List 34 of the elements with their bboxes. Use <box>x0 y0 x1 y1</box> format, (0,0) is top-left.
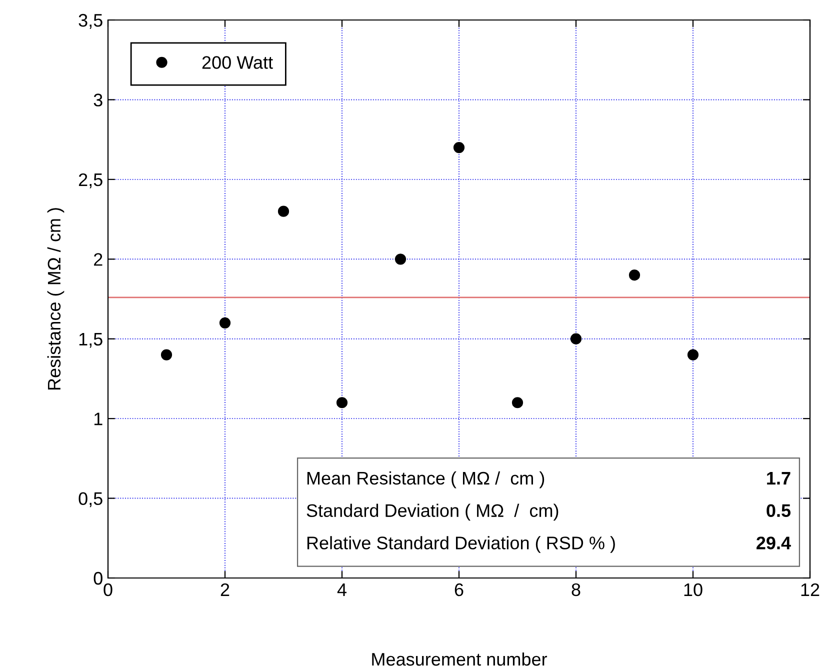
point <box>394 254 406 265</box>
x-tick-label: 8 <box>572 583 580 596</box>
point <box>687 349 699 360</box>
x-tick-label: 6 <box>454 583 464 596</box>
y-axis-title: Resistance ( MΩ / cm ) <box>47 208 64 390</box>
y-tick-label: 2,5 <box>78 173 102 188</box>
point <box>453 142 465 154</box>
annotation: Standard Deviation ( MΩ / cm) <box>306 504 558 521</box>
y-tick-label: 3 <box>94 94 102 106</box>
point <box>278 206 290 217</box>
point <box>628 270 640 281</box>
x-tick-label: 12 <box>801 583 820 596</box>
annotation: 1.7 <box>767 472 790 484</box>
y-tick-label: 0 <box>94 572 102 585</box>
point <box>219 317 231 328</box>
annotation: Relative Standard Deviation ( RSD % ) <box>307 536 615 553</box>
point <box>570 333 582 344</box>
x-axis-title: Measurement number <box>372 652 548 666</box>
y-tick-label: 0,5 <box>78 492 102 508</box>
y-tick-label: 2 <box>94 253 102 266</box>
point <box>336 397 348 408</box>
annotation: 29.4 <box>756 536 791 550</box>
point <box>160 349 172 360</box>
x-tick-label: 10 <box>684 583 702 596</box>
x-tick-label: 0 <box>104 583 112 596</box>
x-tick-label: 2 <box>220 583 230 596</box>
point <box>512 397 524 408</box>
annotation: Mean Resistance ( MΩ / cm ) <box>307 471 544 488</box>
y-tick-label: 1 <box>94 412 102 426</box>
legend-label: 200 Watt <box>202 56 273 69</box>
annotation: 0.5 <box>766 504 791 518</box>
x-tick-label: 4 <box>337 584 346 596</box>
y-tick-label: 3,5 <box>78 14 102 29</box>
y-tick-label: 1,5 <box>79 332 102 348</box>
